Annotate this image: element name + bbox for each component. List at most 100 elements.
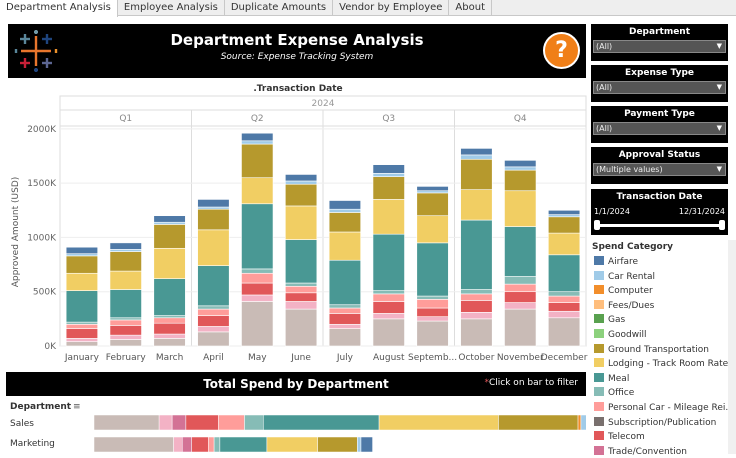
dept-bar-segment <box>317 436 358 453</box>
legend-swatch <box>594 431 604 441</box>
bar-segment <box>65 246 98 255</box>
legend-swatch <box>594 314 604 324</box>
filter-department-select[interactable]: (All) ▼ <box>593 40 726 53</box>
bar-segment <box>328 328 361 347</box>
bar-segment <box>109 339 142 347</box>
bar-segment <box>241 282 274 296</box>
bar-segment <box>241 132 274 142</box>
bar-segment <box>548 214 581 218</box>
bar-segment <box>504 308 537 347</box>
tab-employee-analysis[interactable]: Employee Analysis <box>118 0 225 16</box>
filter-expense-type: Expense Type (All) ▼ <box>591 65 728 102</box>
legend-item[interactable]: Car Rental <box>594 270 730 283</box>
bar-segment <box>460 318 493 347</box>
dept-bar-segment <box>173 436 183 453</box>
legend-item[interactable]: Meal <box>594 372 730 385</box>
tab-duplicate-amounts[interactable]: Duplicate Amounts <box>225 0 334 16</box>
bar-segment <box>197 206 230 210</box>
sort-icon[interactable]: ≡ <box>73 402 81 412</box>
legend-item[interactable]: Goodwill <box>594 329 730 341</box>
bar-segment <box>65 321 98 325</box>
tab-department-analysis[interactable]: Department Analysis <box>0 0 118 17</box>
chevron-down-icon: ▼ <box>716 124 722 132</box>
legend-item[interactable]: Telecom <box>594 431 730 443</box>
x-tick-label: June <box>290 353 311 363</box>
legend-item[interactable]: Ground Transportation <box>594 343 730 356</box>
legend-scrollbar[interactable] <box>728 240 736 454</box>
legend-label: Office <box>608 388 635 399</box>
filter-payment-type-select[interactable]: (All) ▼ <box>593 122 726 135</box>
date-slider-track[interactable] <box>595 224 723 227</box>
dept-chart-title: Total Spend by Department <box>203 377 389 391</box>
dept-bar-segment <box>182 436 192 453</box>
bar-segment <box>109 317 142 321</box>
legend-swatch <box>594 372 604 382</box>
dept-bar-segment <box>580 414 586 431</box>
tab-vendor-by-employee[interactable]: Vendor by Employee <box>333 0 450 16</box>
bar-segment <box>504 190 537 227</box>
legend-item[interactable]: Airfare <box>594 256 730 268</box>
legend-label: Airfare <box>608 257 639 267</box>
dept-bar-segment <box>577 414 582 431</box>
tab-bar: Department Analysis Employee Analysis Du… <box>0 0 736 17</box>
bar-segment <box>504 169 537 192</box>
bar-segment <box>241 140 274 145</box>
legend-item[interactable]: Gas <box>594 314 730 326</box>
filter-transaction-date: Transaction Date 1/1/2024 12/31/2024 <box>591 189 728 235</box>
legend-label: Telecom <box>608 432 645 443</box>
bar-segment <box>65 341 98 347</box>
legend-item[interactable]: Office <box>594 387 730 399</box>
hint-text: Click on bar to filter <box>489 378 578 388</box>
dept-bar-segment <box>94 436 174 453</box>
filter-approval-status-select[interactable]: (Multiple values) ▼ <box>593 163 726 176</box>
quarter-label: Q4 <box>514 114 527 124</box>
bar-segment <box>65 290 98 323</box>
filter-payment-type: Payment Type (All) ▼ <box>591 106 728 143</box>
y-tick-label: 1000K <box>27 233 57 243</box>
bar-segment <box>241 301 274 347</box>
monthly-expense-chart: .Transaction Date 2024 Q1 Q2 Q3 Q4 0K 500K 1000K… <box>11 84 588 363</box>
bar-segment <box>504 166 537 171</box>
dept-bar-segment <box>185 414 219 431</box>
bar-segment <box>65 272 98 291</box>
date-slider-end-handle[interactable] <box>719 220 725 230</box>
help-button[interactable]: ? <box>543 32 580 69</box>
legend-item[interactable]: Lodging - Track Room Rate ... <box>594 358 730 370</box>
legend-item[interactable]: Computer <box>594 285 730 297</box>
bar-segment <box>504 302 537 310</box>
legend-item[interactable]: Subscription/Publication <box>594 416 730 429</box>
legend-swatch <box>594 256 604 265</box>
filter-expense-type-select[interactable]: (All) ▼ <box>593 81 726 94</box>
legend-swatch <box>594 285 604 295</box>
legend-label: Car Rental <box>608 271 655 282</box>
bar-segment <box>109 289 142 319</box>
dept-bar-segment <box>219 436 268 453</box>
legend-item[interactable]: Personal Car - Mileage Rei... <box>594 402 730 414</box>
quarter-label: Q2 <box>251 114 264 124</box>
bar-segment <box>328 208 361 213</box>
bar-segment <box>372 199 405 235</box>
legend-item[interactable]: Fees/Dues <box>594 299 730 312</box>
bar-segment <box>153 278 186 316</box>
legend-swatch <box>594 387 604 397</box>
hint-marker: * <box>484 378 490 388</box>
x-tick-label: February <box>106 353 147 363</box>
bar-segment <box>548 291 581 297</box>
bar-segment <box>328 200 361 210</box>
chevron-down-icon: ▼ <box>716 165 722 173</box>
bar-segment <box>416 215 449 244</box>
y-tick-label: 1500K <box>27 179 57 189</box>
legend-item[interactable]: Trade/Convention <box>594 445 730 458</box>
legend-label: Subscription/Publication <box>608 417 717 428</box>
date-slider-start-handle[interactable] <box>594 220 600 230</box>
date-range-start: 1/1/2024 <box>594 207 630 216</box>
bar-segment <box>372 173 405 177</box>
tab-about[interactable]: About <box>449 0 492 16</box>
bar-segment <box>285 180 318 185</box>
legend-swatch <box>594 416 604 426</box>
bar-segment <box>197 315 230 327</box>
bar-segment <box>504 160 537 168</box>
bar-segment <box>241 143 274 179</box>
filter-department: Department (All) ▼ <box>591 24 728 61</box>
chevron-down-icon: ▼ <box>716 83 722 91</box>
